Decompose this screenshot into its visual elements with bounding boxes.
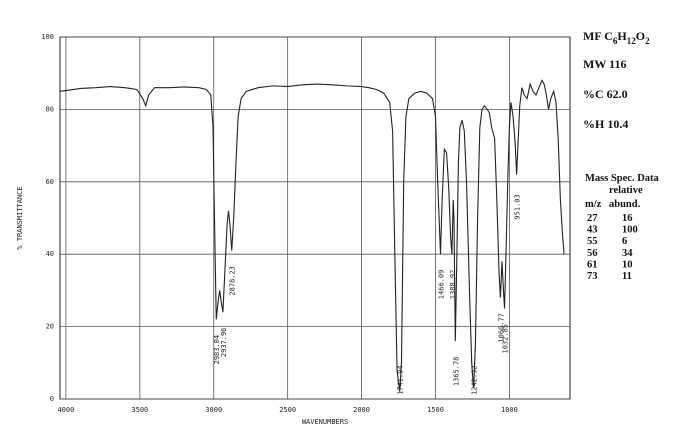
mass-spec-cell: 11 — [622, 271, 632, 282]
hydrogen-percent: %H 10.4 — [583, 117, 628, 131]
mass-spec-cell: 16 — [622, 213, 633, 224]
y-tick-label: 100 — [41, 33, 54, 41]
mass-spec-cell: 61 — [587, 259, 598, 270]
x-tick-label: 2500 — [279, 406, 296, 414]
y-tick-label: 60 — [46, 178, 54, 186]
peak-label: 2983.04 — [213, 335, 221, 365]
mass-spec-cell: 43 — [587, 225, 598, 236]
mass-spec-header: m/z — [585, 199, 602, 210]
x-tick-label: 2000 — [353, 406, 370, 414]
mass-spec-header: relative — [609, 185, 643, 196]
peak-label: 1060.77 — [497, 313, 505, 343]
peak-label: 951.03 — [514, 194, 522, 219]
peak-label: 2937.96 — [220, 328, 228, 358]
formula-prefix: MF — [583, 29, 601, 43]
peak-label: 1741.94 — [397, 365, 405, 395]
mass-spec-cell: 6 — [622, 236, 627, 247]
x-tick-label: 4000 — [57, 406, 74, 414]
y-tick-label: 20 — [46, 323, 54, 331]
molecular-weight: MW 116 — [583, 57, 626, 71]
x-tick-label: 1500 — [427, 406, 444, 414]
mass-spec-cell: 55 — [587, 236, 598, 247]
peak-label: 2878.23 — [229, 266, 237, 296]
mass-spec-cell: 100 — [622, 225, 638, 236]
carbon-percent: %C 62.0 — [583, 87, 628, 101]
y-tick-label: 80 — [46, 105, 54, 113]
mass-spec-cell: 34 — [622, 248, 633, 259]
mass-spec-title: Mass Spec. Data — [585, 173, 660, 184]
peak-label: 1388.92 — [449, 270, 457, 300]
peak-label: 1365.78 — [452, 357, 460, 387]
x-tick-label: 1000 — [501, 406, 518, 414]
y-axis-label: % TRANSMITTANCE — [16, 186, 24, 249]
formula: MF C6H12O2 — [583, 29, 650, 46]
element: O — [636, 29, 645, 43]
mass-spec-header: abund. — [609, 199, 641, 210]
peak-label: 1032.85 — [502, 324, 510, 354]
spectrum-line — [59, 79, 565, 392]
element-count: 12 — [627, 36, 637, 46]
element-count: 6 — [613, 36, 618, 46]
y-tick-label: 40 — [46, 250, 54, 258]
x-tick-label: 3000 — [205, 406, 222, 414]
mass-spec-cell: 10 — [622, 259, 633, 270]
y-tick-label: 0 — [50, 395, 54, 403]
mass-spec-cell: 27 — [587, 213, 598, 224]
element: C — [604, 29, 613, 43]
x-axis-label: WAVENUMBERS — [302, 418, 348, 426]
x-tick-label: 3500 — [131, 406, 148, 414]
element: H — [617, 29, 627, 43]
peak-label: 1242.32 — [471, 365, 479, 395]
mass-spec-cell: 73 — [587, 271, 598, 282]
mass-spec-cell: 56 — [587, 248, 598, 259]
element-count: 2 — [645, 36, 650, 46]
peak-label: 1466.09 — [438, 270, 446, 300]
